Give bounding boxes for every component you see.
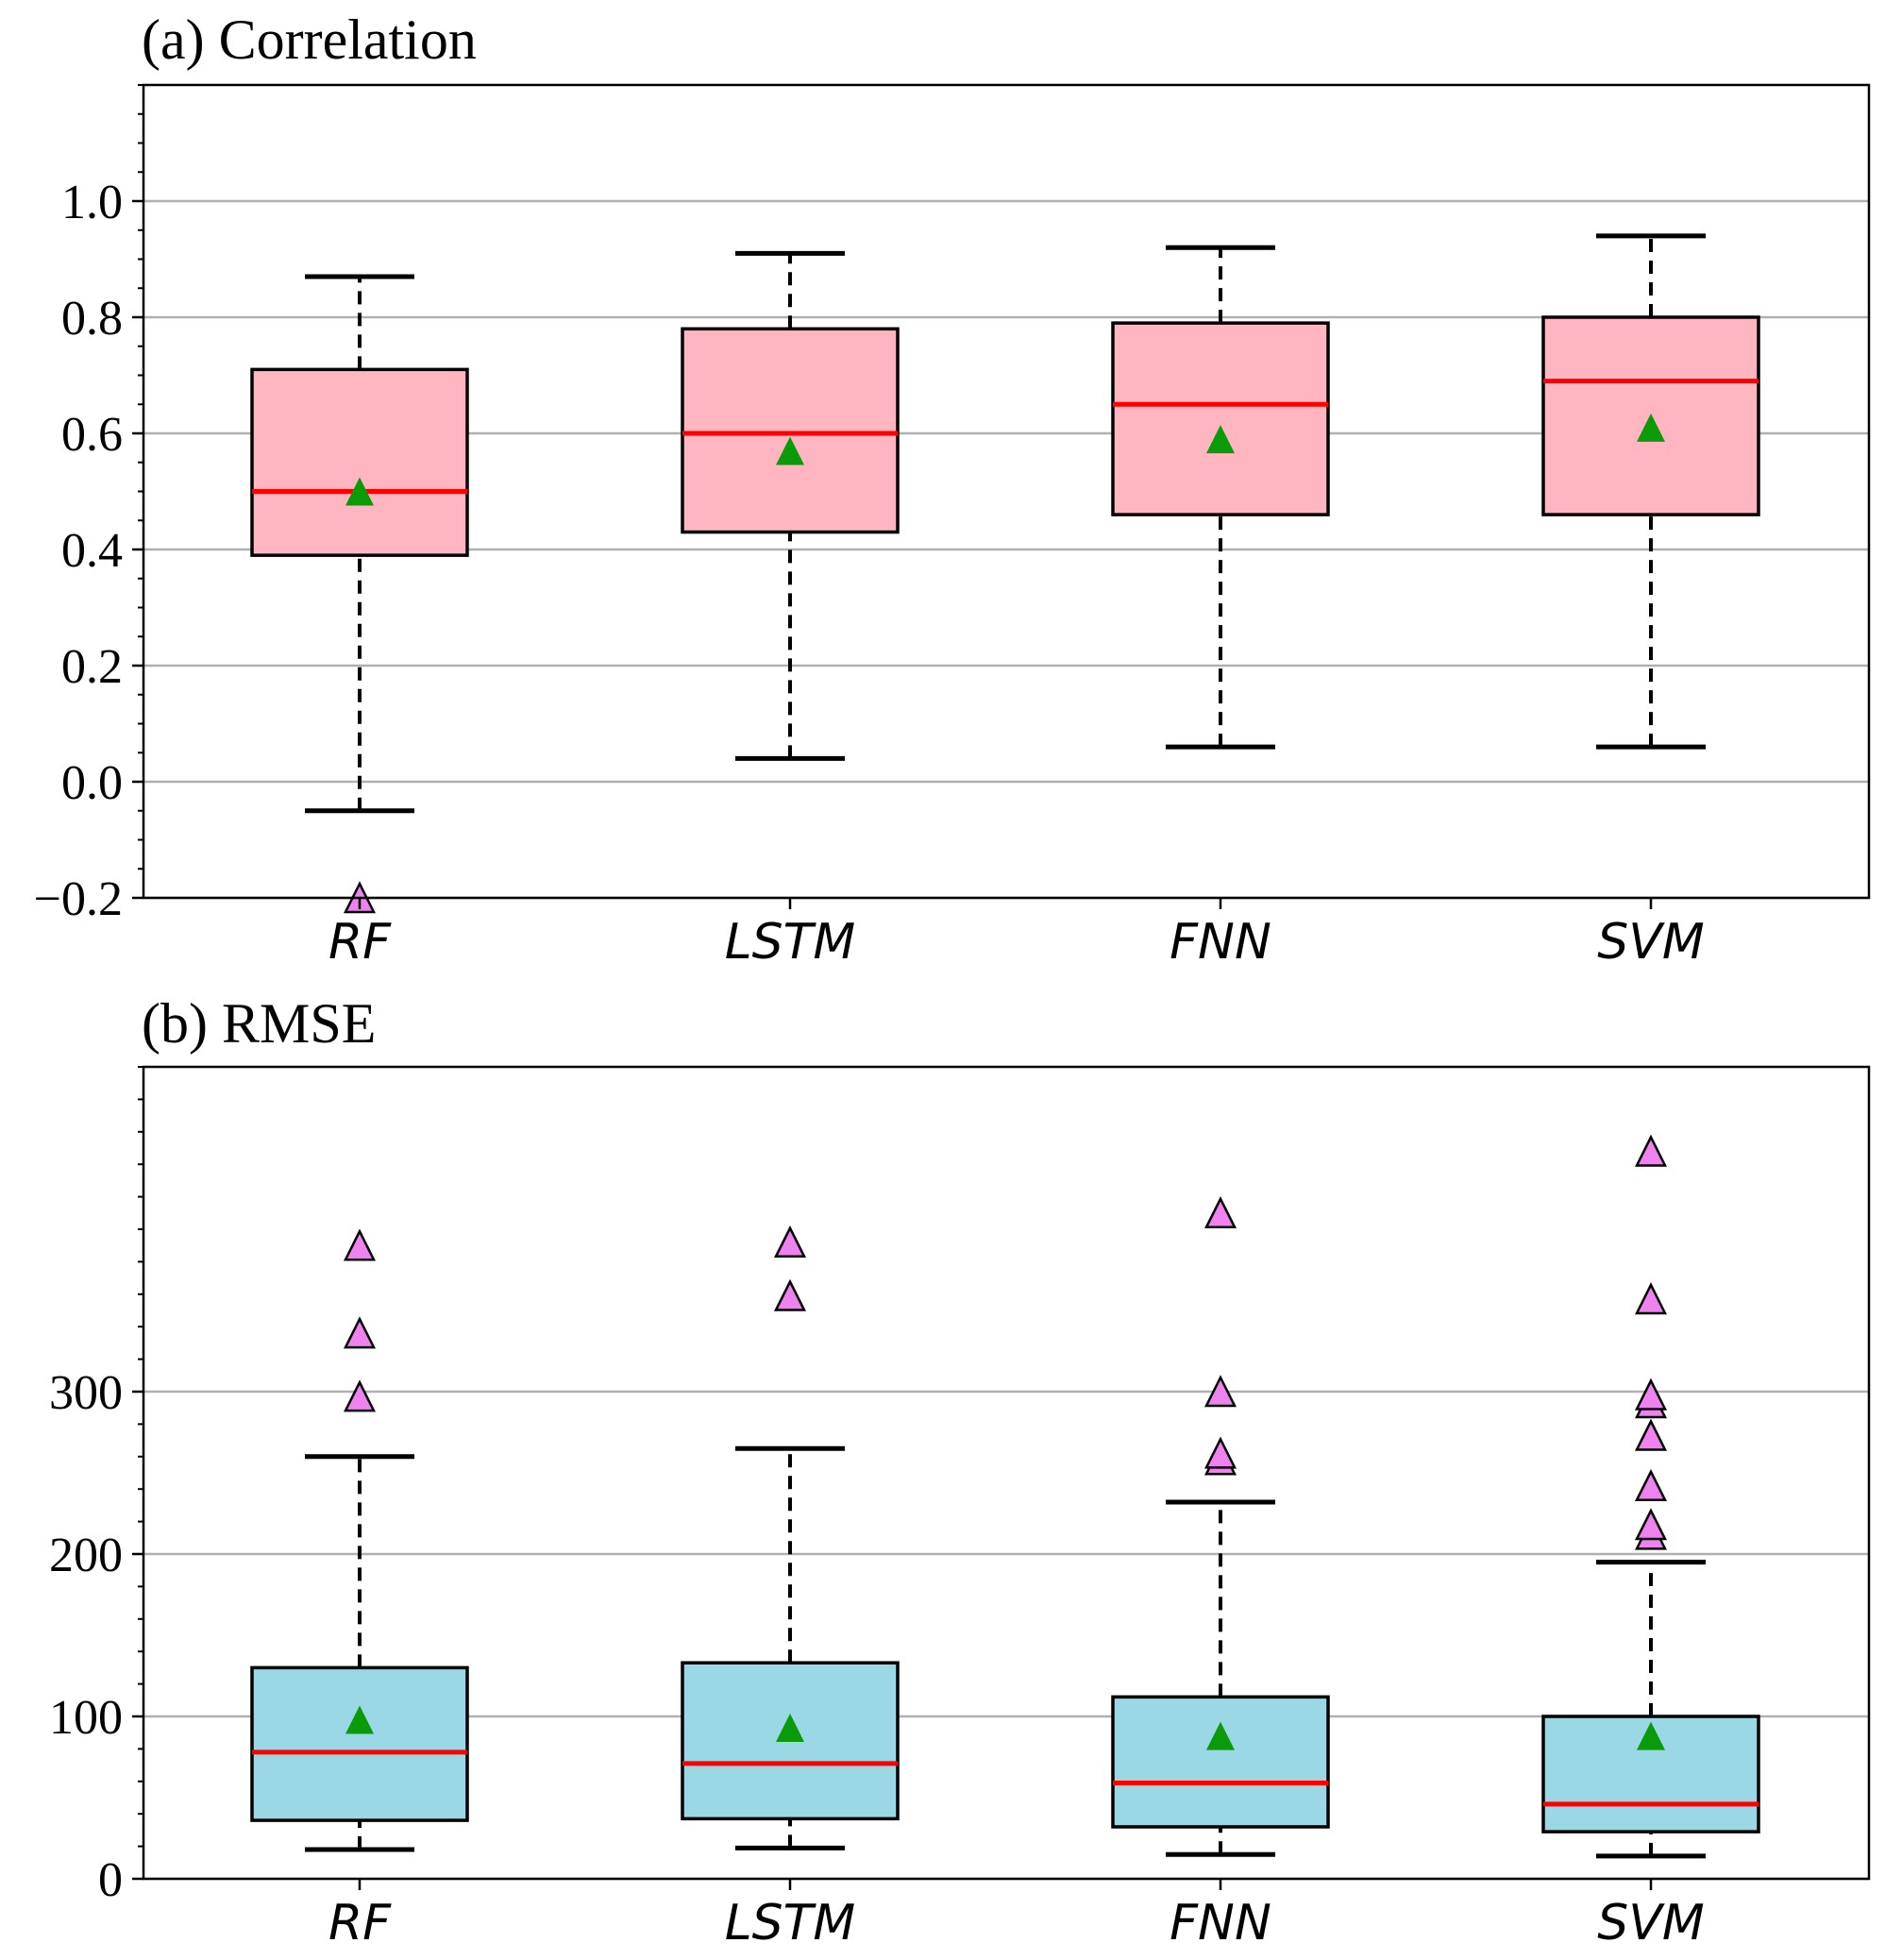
correlation-mean-marker <box>345 477 374 506</box>
rmse-outlier-marker <box>1203 1375 1237 1408</box>
correlation-panel: (a) Correlation −0.2 0.0 0.2 0.4 0.6 0.8 1.0 RF… <box>34 8 1871 971</box>
correlation-box-group-rf <box>250 274 469 914</box>
rmse-box-group-lstm <box>681 1225 900 1850</box>
rmse-outlier-marker <box>1634 1468 1668 1502</box>
rmse-outlier-marker <box>343 1316 377 1349</box>
rmse-outlier-marker <box>773 1278 807 1311</box>
correlation-panel-title: (a) Correlation <box>142 8 477 71</box>
rmse-panel: (b) RMSE 0 100 200 300 RF LSTM FNN SVM <box>49 992 1871 1952</box>
rmse-outlier-marker <box>1634 1508 1668 1541</box>
rmse-mean-marker <box>345 1705 374 1734</box>
rmse-outlier-marker <box>343 1379 377 1412</box>
rmse-outlier-marker <box>1634 1418 1668 1451</box>
correlation-x-tick-label: RF <box>328 914 392 971</box>
correlation-iqr-box <box>681 327 900 534</box>
rmse-outlier-marker <box>1203 1196 1237 1229</box>
correlation-y-tick-label: −0.2 <box>34 872 123 926</box>
rmse-box-group-svm <box>1541 1134 1760 1859</box>
rmse-outlier-marker <box>1634 1134 1668 1167</box>
correlation-y-tick-label: 0.4 <box>61 524 123 578</box>
rmse-iqr-box <box>250 1665 469 1822</box>
rmse-outlier-marker <box>343 1228 377 1261</box>
correlation-mean-marker <box>1637 413 1665 442</box>
correlation-x-tick-label: FNN <box>1170 914 1271 971</box>
rmse-outlier-marker <box>1634 1282 1668 1315</box>
correlation-iqr-box <box>250 367 469 557</box>
correlation-box-group-svm <box>1541 233 1760 750</box>
correlation-box-group-fnn <box>1111 245 1330 750</box>
rmse-panel-title: (b) RMSE <box>142 992 376 1055</box>
rmse-mean-marker <box>776 1714 804 1743</box>
rmse-x-tick-label: FNN <box>1170 1895 1271 1952</box>
correlation-iqr-box <box>1111 321 1330 516</box>
correlation-mean-marker <box>776 436 804 465</box>
rmse-y-tick-label: 200 <box>49 1529 123 1582</box>
rmse-iqr-box <box>1111 1695 1330 1829</box>
correlation-y-tick-label: 0.6 <box>61 408 123 462</box>
correlation-box-group-lstm <box>681 250 900 761</box>
rmse-outlier-marker <box>1203 1436 1237 1469</box>
rmse-x-tick-label: SVM <box>1597 1895 1704 1952</box>
rmse-x-tick-label: LSTM <box>725 1895 856 1952</box>
correlation-y-tick-label: 0.0 <box>61 756 123 810</box>
rmse-y-tick-label: 100 <box>49 1691 123 1745</box>
rmse-outlier-marker <box>1634 1377 1668 1411</box>
correlation-mean-marker <box>1206 425 1235 454</box>
rmse-box-group-rf <box>250 1228 469 1852</box>
correlation-y-tick-label: 1.0 <box>61 176 123 229</box>
correlation-y-tick-label: 0.8 <box>61 292 123 346</box>
rmse-box-group-fnn <box>1111 1196 1330 1857</box>
rmse-mean-marker <box>1206 1721 1235 1750</box>
rmse-axes-frame <box>142 1065 1871 1881</box>
correlation-x-tick-label: LSTM <box>725 914 856 971</box>
rmse-x-tick-label: RF <box>328 1895 392 1952</box>
rmse-outlier-marker <box>773 1225 807 1259</box>
correlation-y-tick-label: 0.2 <box>61 640 123 694</box>
rmse-y-tick-label: 300 <box>49 1366 123 1420</box>
rmse-mean-marker <box>1637 1721 1665 1750</box>
correlation-x-tick-label: SVM <box>1597 914 1704 971</box>
rmse-y-tick-label: 0 <box>98 1853 123 1907</box>
